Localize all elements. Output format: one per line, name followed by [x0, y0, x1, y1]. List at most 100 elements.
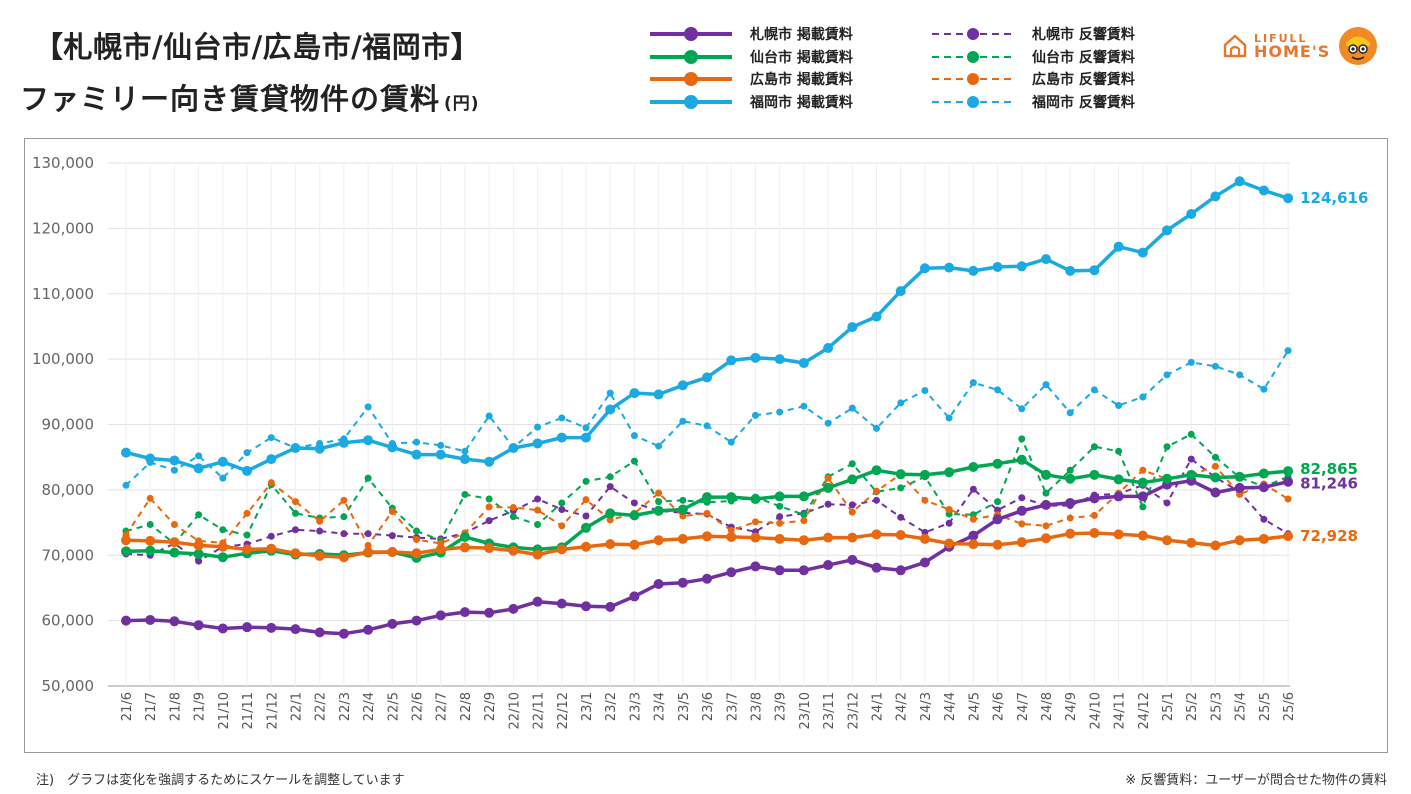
data-point — [1139, 503, 1147, 511]
x-tick-label: 22/3 — [338, 692, 353, 721]
mascot-icon — [1339, 27, 1378, 65]
data-point — [1163, 443, 1171, 451]
data-point — [1258, 185, 1269, 196]
data-point — [217, 541, 228, 552]
data-point — [122, 481, 130, 489]
data-point — [145, 545, 156, 556]
data-point — [944, 538, 955, 549]
data-point — [921, 528, 929, 536]
data-point — [316, 527, 324, 535]
data-point — [580, 432, 591, 443]
data-point — [534, 423, 542, 431]
data-point — [1234, 535, 1245, 546]
data-point — [895, 565, 906, 576]
data-point — [411, 548, 422, 559]
data-point — [509, 513, 517, 521]
data-point — [558, 505, 566, 513]
y-tick-label: 120,000 — [32, 219, 94, 237]
x-tick-label: 22/4 — [362, 692, 377, 721]
data-point — [1211, 462, 1219, 470]
data-point — [1137, 530, 1148, 541]
data-point — [169, 616, 180, 627]
data-point — [461, 490, 469, 498]
data-point — [485, 412, 493, 420]
data-point — [1018, 435, 1026, 443]
data-point — [413, 536, 421, 544]
data-point — [1211, 362, 1219, 370]
data-point — [437, 441, 445, 449]
data-point — [340, 513, 348, 521]
data-point — [1186, 208, 1197, 219]
data-point — [1163, 371, 1171, 379]
data-point — [871, 311, 882, 322]
data-point — [1260, 385, 1268, 393]
data-point — [1090, 443, 1098, 451]
data-point — [702, 531, 713, 542]
data-point — [1089, 469, 1100, 480]
data-point — [146, 494, 154, 502]
x-tick-label: 22/1 — [289, 692, 304, 721]
data-point — [145, 535, 156, 546]
data-point — [774, 491, 785, 502]
data-point — [290, 624, 301, 635]
data-point — [969, 515, 977, 523]
data-point — [727, 438, 735, 446]
data-point — [945, 505, 953, 513]
data-point — [606, 516, 614, 524]
data-point — [655, 489, 663, 497]
footnote-inquiry-rent: ※ 反響賃料：ユーザーが問合せた物件の賃料 — [1125, 773, 1387, 788]
data-point — [1113, 241, 1124, 252]
data-point — [847, 322, 858, 333]
data-point — [364, 530, 372, 538]
data-point — [291, 498, 299, 506]
data-point — [702, 372, 713, 383]
data-point — [873, 496, 881, 504]
legend-marker-hiroshima-dashed — [932, 73, 1014, 85]
data-point — [1040, 254, 1051, 265]
x-tick-label: 22/11 — [532, 692, 547, 729]
data-point — [921, 496, 929, 504]
data-point — [1211, 453, 1219, 461]
x-tick-label: 23/12 — [846, 692, 861, 729]
x-axis: 21/6 21/7 21/8 21/9 21/10 21/11 21/12 22/1 22/2 2… — [120, 692, 1297, 729]
data-point — [629, 591, 640, 602]
x-tick-label: 25/6 — [1282, 692, 1297, 721]
data-point — [169, 537, 180, 548]
data-point — [534, 506, 542, 514]
data-point — [1162, 225, 1173, 236]
end-value-label-sapporo: 81,246 — [1300, 475, 1358, 493]
data-point — [193, 620, 204, 631]
data-point — [1234, 482, 1245, 493]
data-point — [873, 424, 881, 432]
data-point — [1016, 537, 1027, 548]
x-tick-label: 25/4 — [1234, 692, 1249, 721]
data-point — [556, 598, 567, 609]
y-tick-label: 80,000 — [42, 481, 95, 499]
data-point — [266, 454, 277, 465]
data-point — [1283, 193, 1294, 204]
data-point — [485, 495, 493, 503]
data-point — [848, 460, 856, 468]
x-tick-label: 24/11 — [1113, 692, 1128, 729]
x-tick-label: 23/8 — [749, 692, 764, 721]
data-point — [388, 532, 396, 540]
data-point — [267, 479, 275, 487]
data-point — [1139, 466, 1147, 474]
data-point — [606, 389, 614, 397]
data-point — [459, 531, 470, 542]
data-point — [919, 263, 930, 274]
legend-label: 仙台市 掲載賃料 — [750, 50, 853, 66]
y-tick-label: 90,000 — [42, 416, 95, 434]
data-point — [994, 498, 1002, 506]
data-point — [461, 447, 469, 455]
data-point — [776, 519, 784, 527]
data-point — [702, 573, 713, 584]
chart-frame — [24, 138, 1388, 753]
logo-text-lifull: LIFULL — [1254, 31, 1308, 45]
data-point — [582, 477, 590, 485]
data-point — [1065, 265, 1076, 276]
x-tick-label: 25/2 — [1185, 692, 1200, 721]
data-point — [774, 354, 785, 365]
y-tick-label: 70,000 — [42, 546, 95, 564]
